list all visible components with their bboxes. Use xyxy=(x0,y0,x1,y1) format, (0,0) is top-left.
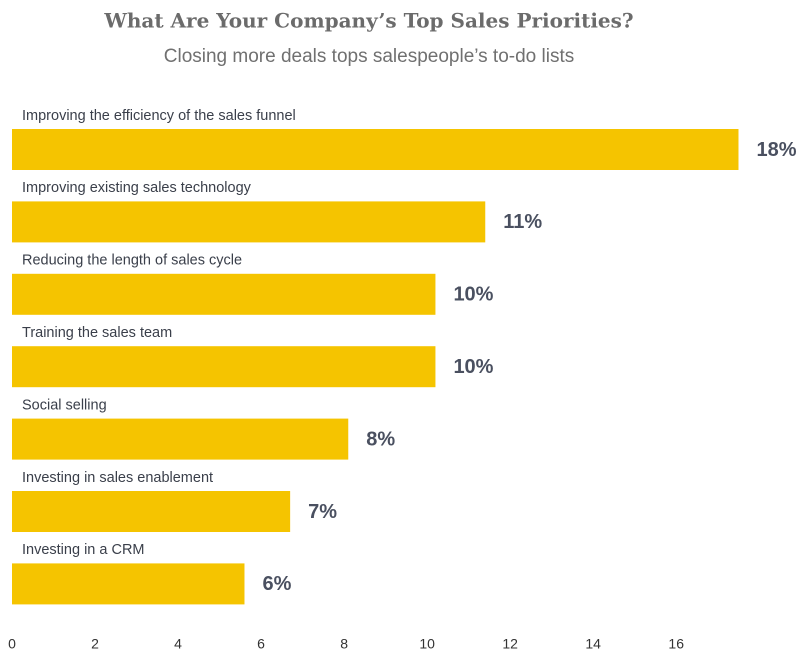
value-label: 7% xyxy=(308,501,337,523)
chart-subtitle: Closing more deals tops salespeople’s to… xyxy=(164,46,574,67)
bar xyxy=(12,346,436,388)
value-label: 10% xyxy=(453,356,493,378)
x-tick-label: 14 xyxy=(585,636,601,652)
category-label: Reducing the length of sales cycle xyxy=(22,253,242,269)
bar xyxy=(12,418,349,460)
bar xyxy=(12,491,291,532)
x-tick-label: 0 xyxy=(8,636,16,652)
x-tick-label: 4 xyxy=(174,636,182,652)
bar xyxy=(12,201,486,243)
category-label: Investing in a CRM xyxy=(22,542,145,558)
value-label: 10% xyxy=(453,284,493,306)
category-label: Social selling xyxy=(22,397,107,413)
x-tick-label: 12 xyxy=(502,636,518,652)
x-tick-label: 6 xyxy=(257,636,265,652)
value-label: 18% xyxy=(756,139,796,161)
category-label: Training the sales team xyxy=(22,325,172,341)
chart-title: What Are Your Company’s Top Sales Priori… xyxy=(103,9,633,33)
category-label: Investing in sales enablement xyxy=(22,470,213,486)
value-label: 11% xyxy=(503,211,542,233)
x-tick-label: 10 xyxy=(419,636,435,652)
bar xyxy=(12,273,436,315)
value-label: 6% xyxy=(262,573,291,595)
bar xyxy=(12,129,739,170)
x-tick-label: 8 xyxy=(340,636,348,652)
category-label: Improving existing sales technology xyxy=(22,180,252,196)
x-tick-label: 2 xyxy=(91,636,99,652)
category-label: Improving the efficiency of the sales fu… xyxy=(22,108,296,124)
value-label: 8% xyxy=(366,428,395,450)
x-tick-label: 16 xyxy=(668,636,684,652)
bar xyxy=(12,563,245,605)
